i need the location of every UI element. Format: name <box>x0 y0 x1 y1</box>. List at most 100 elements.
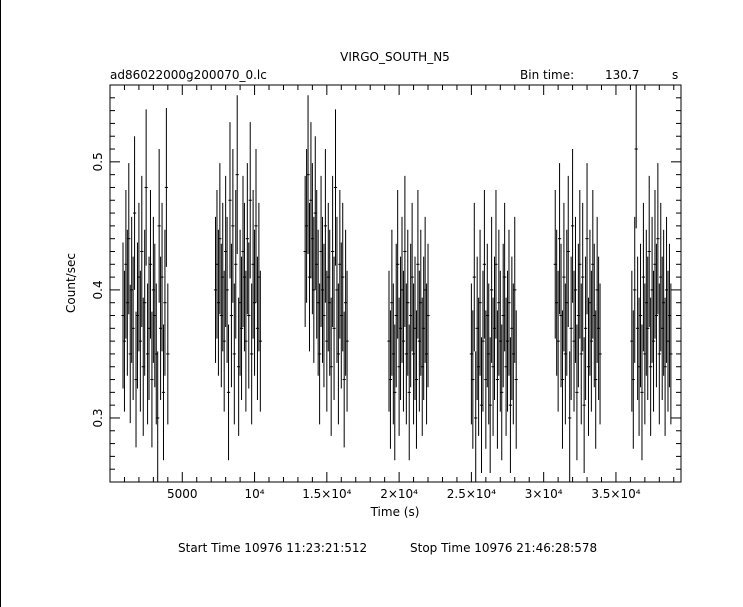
data-point <box>503 202 507 352</box>
bin-time-label: Bin time: <box>520 68 574 82</box>
data-point <box>144 109 148 266</box>
data-point <box>578 190 582 339</box>
data-point <box>500 324 504 461</box>
x-axis: 5000 10⁴ 1.5×10⁴ 2×10⁴ 2.5×10⁴ 3×10⁴ 3.5×10⁴ <box>123 85 675 501</box>
data-point <box>556 270 560 412</box>
data-point <box>318 283 322 425</box>
data-point <box>306 95 310 255</box>
data-point <box>488 337 492 474</box>
data-point <box>322 243 326 388</box>
data-point <box>472 202 476 352</box>
data-point <box>323 149 327 303</box>
data-point <box>582 337 586 474</box>
data-point <box>140 175 144 328</box>
data-point <box>229 243 234 388</box>
data-point <box>471 310 475 449</box>
data-point <box>573 216 578 363</box>
data-point <box>244 270 248 412</box>
data-point <box>160 202 164 352</box>
data-point <box>250 283 254 425</box>
data-point <box>406 229 410 376</box>
data-point <box>640 324 644 461</box>
data-point <box>218 163 222 315</box>
data-point <box>122 270 127 412</box>
x-tick-label: 3×10⁴ <box>525 487 563 501</box>
data-point <box>495 310 500 449</box>
plot-frame <box>109 84 682 483</box>
data-point <box>570 149 575 303</box>
data-point <box>560 310 565 449</box>
data-point <box>508 337 513 474</box>
x-tick-label: 2×10⁴ <box>380 487 418 501</box>
data-point <box>414 310 419 449</box>
x-tick-label: 2.5×10⁴ <box>447 487 496 501</box>
data-point <box>494 190 498 339</box>
data-point <box>562 202 566 352</box>
data-point <box>585 163 589 315</box>
y-tick-label: 0.3 <box>91 408 105 427</box>
data-point <box>396 190 400 339</box>
data-point <box>579 283 583 425</box>
file-label: ad86022000g200070_0.lc <box>110 68 267 82</box>
x-tick-label: 3.5×10⁴ <box>591 487 640 501</box>
data-point <box>228 122 232 279</box>
data-point <box>568 351 572 482</box>
data-point <box>166 283 170 425</box>
data-point <box>507 229 511 376</box>
data-point <box>575 324 579 461</box>
data-point <box>410 202 414 352</box>
data-point <box>514 310 518 449</box>
data-point <box>649 297 653 436</box>
data-point <box>247 242 251 389</box>
data-point <box>594 310 598 449</box>
data-point <box>583 256 588 401</box>
data-point <box>656 163 660 315</box>
data-point <box>143 229 147 376</box>
data-point <box>426 243 430 388</box>
data-point <box>646 256 650 401</box>
data-point <box>641 202 646 352</box>
data-point <box>225 216 229 363</box>
data-point <box>329 297 333 436</box>
data-point <box>598 283 602 425</box>
data-point <box>254 149 258 303</box>
data-point <box>482 190 487 339</box>
data-point <box>150 311 154 448</box>
data-point <box>226 324 231 461</box>
data-point <box>631 310 635 449</box>
data-point <box>490 216 494 363</box>
data-point <box>248 122 252 279</box>
data-point <box>161 324 166 461</box>
data-point <box>633 216 637 363</box>
data-point <box>345 270 349 412</box>
data-point <box>231 149 235 303</box>
data-point <box>156 351 160 482</box>
data-point <box>336 283 340 425</box>
data-point <box>403 175 407 328</box>
x-axis-label: Time (s) <box>370 505 420 519</box>
data-point <box>478 229 482 376</box>
data-point <box>245 163 249 315</box>
data-point <box>566 175 570 328</box>
data-point <box>131 256 135 401</box>
data-point <box>669 283 673 425</box>
chart-title: VIRGO_SOUTH_N5 <box>340 50 450 64</box>
data-point <box>341 202 345 352</box>
data-point <box>333 109 338 266</box>
data-point <box>127 163 131 315</box>
data-point <box>481 270 485 412</box>
data-point <box>393 324 397 461</box>
data-point <box>416 190 420 339</box>
x-tick-label: 10⁴ <box>245 487 265 501</box>
data-points <box>121 85 673 482</box>
stop-time: Stop Time 10976 21:46:28:578 <box>410 541 598 555</box>
y-axis-label: Count/sec <box>64 253 78 313</box>
data-point <box>569 256 573 401</box>
y-tick-label: 0.4 <box>91 280 105 299</box>
data-point <box>258 270 262 412</box>
data-point <box>234 190 238 339</box>
data-point <box>222 270 226 412</box>
data-point <box>239 256 244 401</box>
data-point <box>654 243 659 388</box>
